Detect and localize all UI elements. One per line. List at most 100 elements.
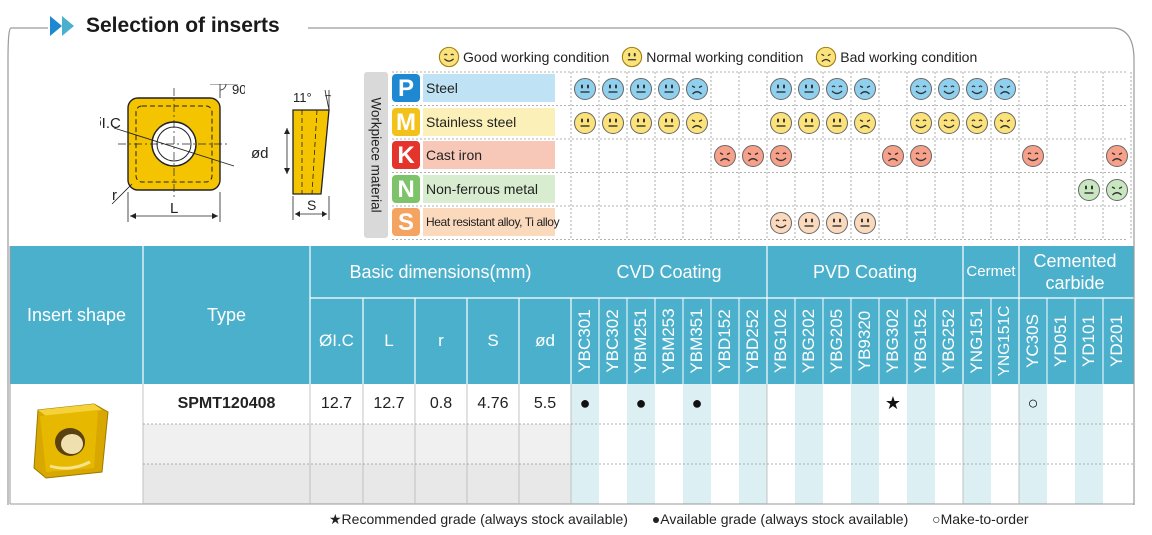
legend-normal: Normal working condition [621, 46, 803, 68]
l-label: L [170, 200, 178, 217]
grade-mark: ● [635, 393, 647, 413]
bad-face-icon [741, 144, 765, 168]
grade-header-yd101: YD101 [1079, 315, 1098, 367]
grade-header-ybg302: YBG302 [883, 308, 902, 374]
group-header-2: Cermet [966, 263, 1016, 280]
normal-face-icon [853, 211, 877, 235]
good-face-icon [937, 111, 961, 135]
header-dim-2: r [438, 331, 444, 350]
group-header-3: Cemented carbide [1033, 251, 1117, 293]
grade-header-ybc301: YBC301 [575, 309, 594, 373]
row-dim-4: 5.5 [533, 395, 557, 412]
good-face-icon [965, 77, 989, 101]
material-name-p: Steel [423, 74, 555, 102]
page-title: Selection of inserts [86, 14, 280, 37]
row-dim-1: 12.7 [373, 395, 405, 412]
bad-face-icon [685, 111, 709, 135]
normal-face-icon [601, 77, 625, 101]
group-header-0: CVD Coating [616, 262, 722, 282]
grade-header-yd201: YD201 [1107, 315, 1126, 367]
bad-face-icon [993, 111, 1017, 135]
normal-face-icon [573, 111, 597, 135]
group-header-1: PVD Coating [812, 262, 918, 282]
row-dim-3: 4.76 [477, 395, 509, 412]
normal-face-icon [797, 111, 821, 135]
material-letter-p: P [392, 74, 420, 102]
good-face-icon [769, 144, 793, 168]
material-name-k: Cast iron [423, 141, 555, 169]
bad-face-icon [1105, 178, 1129, 202]
normal-face-icon [769, 77, 793, 101]
normal-face-icon [797, 77, 821, 101]
header-dim-0: ØI.C [319, 331, 354, 350]
header-dim-1: L [384, 331, 394, 350]
row-type: SPMT120408 [177, 395, 276, 412]
ic-label: ØI.C [100, 115, 121, 132]
normal-face-icon [1077, 178, 1101, 202]
good-face-icon [965, 111, 989, 135]
grade-header-yc30s: YC30S [1023, 314, 1042, 368]
row-dim-2: 0.8 [429, 395, 453, 412]
angle-side-label: 11° [293, 90, 312, 105]
title-arrows-icon [50, 16, 74, 36]
grade-mark: ● [579, 393, 591, 413]
header-basic-dimensions: Basic dimensions(mm) [349, 262, 532, 282]
insert-top-view-diagram: 90° ØI.C r L [100, 84, 245, 222]
legend-bad-label: Bad working condition [840, 49, 978, 65]
bad-face-icon [816, 46, 837, 68]
grade-header-ybg152: YBG152 [911, 308, 930, 374]
row-dim-0: 12.7 [320, 395, 353, 412]
bad-face-icon [993, 77, 1017, 101]
material-letter-s: S [392, 208, 420, 236]
angle-top-label: 90° [232, 84, 245, 97]
header-dim-4: ød [535, 331, 555, 350]
good-face-icon [909, 77, 933, 101]
section-frame [7, 27, 1135, 505]
good-face-icon [438, 46, 460, 68]
d-label: ød [251, 145, 269, 162]
material-letter-k: K [392, 141, 420, 169]
s-label: S [307, 197, 316, 213]
bad-face-icon [853, 77, 877, 101]
grade-header-ybm253: YBM253 [659, 308, 678, 374]
header-insert-shape: Insert shape [26, 305, 127, 325]
header-dim-3: S [487, 331, 499, 350]
normal-face-icon [657, 111, 681, 135]
grade-header-yng151: YNG151 [967, 308, 986, 374]
bad-face-icon [685, 77, 709, 101]
material-letter-m: M [392, 107, 420, 136]
good-face-icon [909, 144, 933, 168]
bad-face-icon [853, 111, 877, 135]
grade-header-ybg102: YBG102 [771, 308, 790, 374]
good-face-icon [937, 77, 961, 101]
good-face-icon [909, 111, 933, 135]
grade-header-ybm351: YBM351 [687, 308, 706, 374]
normal-face-icon [601, 111, 625, 135]
legend-normal-label: Normal working condition [646, 49, 804, 65]
condition-legend: Good working condition Normal working co… [438, 46, 985, 71]
bad-face-icon [881, 144, 905, 168]
r-label: r [112, 187, 117, 204]
footnote-available: ●Available grade (always stock available… [651, 511, 909, 527]
normal-face-icon [629, 77, 653, 101]
legend-good: Good working condition [438, 46, 609, 68]
header-type: Type [206, 305, 247, 325]
normal-face-icon [797, 211, 821, 235]
grade-mark: ○ [1027, 393, 1039, 413]
good-face-icon [769, 211, 793, 235]
normal-face-icon [825, 111, 849, 135]
good-face-icon [1021, 144, 1045, 168]
grade-header-ybm251: YBM251 [631, 308, 650, 374]
normal-face-icon [657, 77, 681, 101]
insert-photo [33, 403, 109, 479]
grade-header-ybg252: YBG252 [939, 308, 958, 374]
grade-header-ybg205: YBG205 [827, 308, 846, 374]
grade-header-yd051: YD051 [1051, 315, 1070, 367]
footnote-recommended: ★Recommended grade (always stock availab… [329, 511, 628, 527]
good-face-icon [825, 77, 849, 101]
bad-face-icon [713, 144, 737, 168]
table-header [10, 246, 1134, 384]
footnote: ★Recommended grade (always stock availab… [329, 511, 1049, 528]
